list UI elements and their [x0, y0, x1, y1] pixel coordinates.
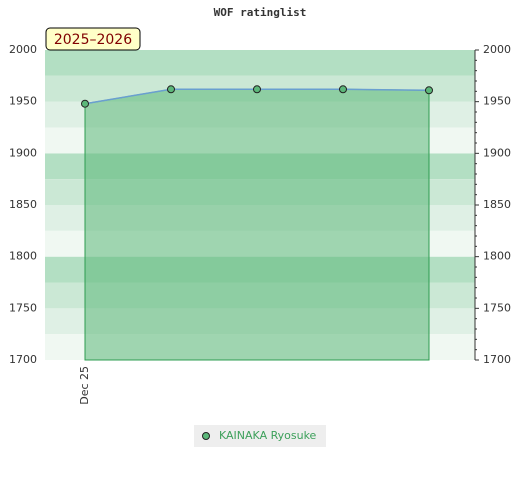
- legend-marker: [202, 432, 210, 440]
- chart-title: WOF ratinglist: [214, 6, 307, 19]
- point: [253, 85, 261, 94]
- y-tick-label: 1900: [9, 146, 37, 159]
- point: [339, 85, 347, 94]
- annotation: 2025–2026: [54, 32, 132, 48]
- y2-tick-label: 2000: [483, 43, 511, 56]
- point: [81, 99, 89, 108]
- y-tick-label: 1950: [9, 95, 37, 108]
- y-tick-label: 1700: [9, 353, 37, 366]
- x-tick-label: Dec 25: [78, 366, 91, 405]
- y2-tick-label: 1750: [483, 301, 511, 314]
- legend: [194, 425, 326, 447]
- y2-tick-label: 1850: [483, 198, 511, 211]
- y2-tick-label: 1900: [483, 146, 511, 159]
- point: [425, 86, 433, 95]
- y-tick-label: 2000: [9, 43, 37, 56]
- y-tick-label: 1800: [9, 250, 37, 263]
- y2-tick-label: 1700: [483, 353, 511, 366]
- y2-tick-label: 1800: [483, 250, 511, 263]
- point: [167, 85, 175, 94]
- legend-label: KAINAKA Ryosuke: [219, 429, 317, 442]
- annotation-box: [45, 27, 141, 51]
- plot: [81, 85, 433, 361]
- y2-tick-label: 1950: [483, 95, 511, 108]
- band: [45, 50, 475, 76]
- y-tick-label: 1850: [9, 198, 37, 211]
- y-tick-label: 1750: [9, 301, 37, 314]
- area-fill: [84, 88, 430, 361]
